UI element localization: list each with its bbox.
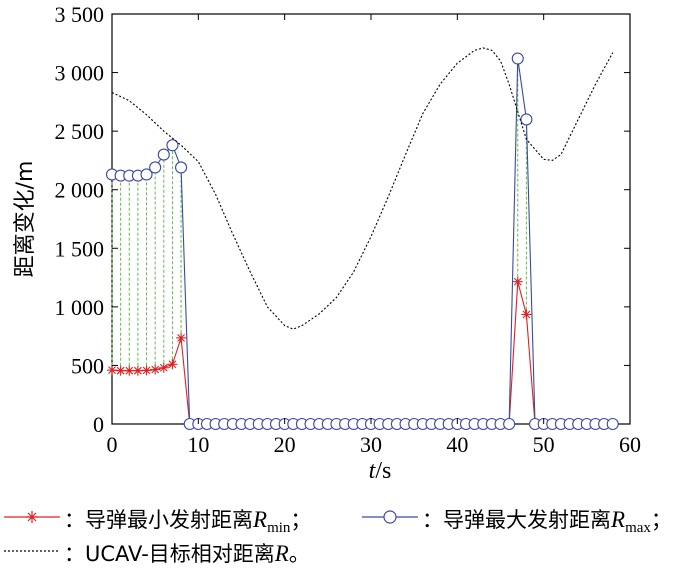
data-point-min	[132, 365, 143, 376]
data-point-max	[520, 113, 533, 126]
green-drop-lines	[111, 58, 527, 371]
x-tick-label: 20	[274, 432, 296, 457]
y-tick-label: 1 000	[55, 295, 105, 320]
asterisk-stroke	[177, 334, 185, 342]
legend-ucav-text: ：UCAV-目标相对距离	[64, 542, 275, 566]
x-tick-label: 30	[360, 432, 382, 457]
data-point-min	[150, 364, 161, 375]
legend-swatch-min	[4, 511, 60, 523]
ticks-layer: 0 10 20 30 40 50 60 0 500 1 000 1 500 2 000 2 500 3 0…	[55, 2, 642, 457]
x-tick-label: 50	[533, 432, 555, 457]
legend-min-sep: ；	[290, 508, 312, 532]
legend-max-text: ：导弹最大发射距离	[422, 508, 611, 532]
chart-canvas: 0 10 20 30 40 50 60 0 500 1 000 1 500 2 000 2 500 3 0…	[13, 2, 642, 484]
data-point-min	[115, 365, 126, 376]
y-tick-label: 1 500	[55, 236, 105, 261]
y-axis-label: 距离变化/m	[13, 161, 38, 278]
data-point-min	[158, 362, 169, 373]
asterisk-stroke	[116, 366, 125, 375]
asterisk-stroke	[513, 277, 522, 286]
legend-max-sub: max	[625, 520, 651, 537]
x-tick-label: 0	[107, 432, 118, 457]
y-tick-label: 2 000	[55, 178, 105, 203]
legend-swatch-max	[362, 510, 418, 524]
y-tick-label: 3 000	[55, 61, 105, 86]
y-tick-label: 500	[71, 353, 104, 378]
series-line-2	[111, 47, 614, 330]
legend-ucav-end: 。	[288, 542, 310, 566]
legend-item-min: ：导弹最小发射距离Rmin；	[64, 504, 311, 537]
x-tick-label: 60	[619, 432, 641, 457]
legend-item-max: ：导弹最大发射距离Rmax；	[422, 504, 672, 537]
series-layer	[105, 47, 619, 431]
asterisk-stroke	[151, 365, 160, 374]
asterisk-stroke	[159, 363, 168, 372]
data-point-max	[140, 168, 153, 181]
x-axis-label-unit: /s	[375, 458, 391, 484]
data-point-max	[149, 161, 162, 174]
legend-item-ucav: ：UCAV-目标相对距离R。	[64, 538, 310, 568]
x-axis-label-var: t	[369, 458, 377, 484]
x-tick-label: 40	[446, 432, 468, 457]
asterisk-stroke	[108, 366, 116, 375]
asterisk-stroke	[125, 366, 134, 375]
data-point-max	[511, 52, 524, 65]
asterisk-stroke	[134, 366, 142, 375]
x-axis-label: t/s	[369, 458, 392, 484]
data-point-max	[157, 148, 170, 161]
legend-min-sub: min	[267, 520, 291, 537]
legend-max-var: R	[611, 507, 626, 532]
data-point-max	[166, 139, 179, 152]
y-tick-label: 2 500	[55, 119, 105, 144]
data-point-max	[175, 161, 188, 174]
data-point-min	[176, 332, 187, 343]
legend-min-text: ：导弹最小发射距离	[64, 508, 253, 532]
data-point-min	[107, 365, 117, 376]
legend-ucav-var: R	[274, 541, 289, 566]
data-point-min	[141, 365, 152, 376]
plot-frame	[111, 13, 631, 425]
asterisk-stroke	[168, 360, 177, 369]
data-point-max	[606, 417, 619, 431]
legend-swatch-ucav	[4, 550, 60, 552]
legend-max-sep: ；	[650, 508, 672, 532]
data-point-min	[512, 276, 523, 287]
x-tick-label: 10	[187, 432, 209, 457]
series-line-1	[111, 58, 613, 425]
y-tick-label: 0	[93, 412, 104, 437]
data-point-min	[167, 359, 178, 370]
data-point-min	[124, 365, 135, 376]
data-point-max	[503, 417, 516, 431]
asterisk-stroke	[522, 310, 531, 319]
legend-min-var: R	[253, 507, 268, 532]
y-tick-label: 3 500	[55, 2, 105, 27]
asterisk-stroke	[142, 366, 151, 375]
data-point-min	[521, 309, 532, 320]
